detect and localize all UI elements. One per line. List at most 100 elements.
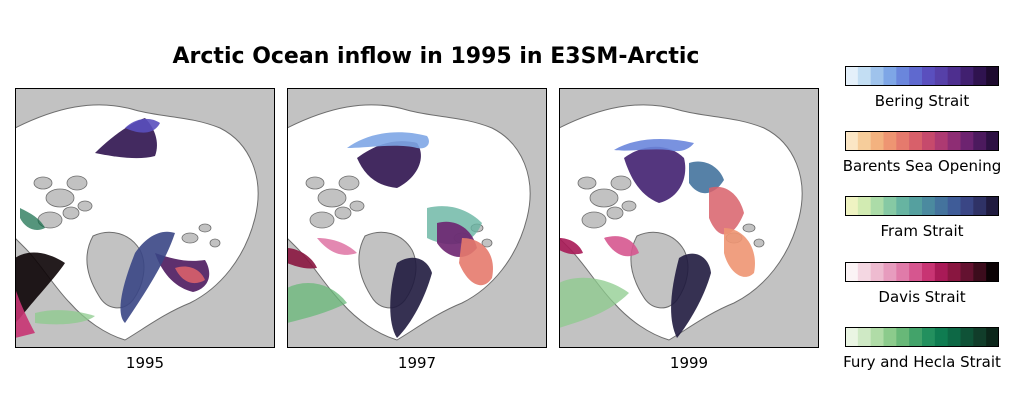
panel-frame	[15, 88, 275, 348]
archipelago-island	[606, 206, 624, 220]
inflow-patch	[15, 252, 65, 323]
colorbar-label-davis-strait: Davis Strait	[878, 288, 966, 306]
colorbar-swatch	[947, 262, 962, 282]
archipelago-island	[581, 211, 607, 229]
inflow-patch	[559, 277, 629, 328]
colorbar-swatch	[922, 131, 936, 151]
arctic-island	[198, 223, 212, 233]
colorbar-swatch	[909, 262, 923, 282]
colorbar-swatch	[896, 262, 910, 282]
inflow-patch	[689, 161, 724, 194]
colorbar-swatch	[986, 262, 999, 282]
map-panel-1999	[559, 88, 819, 348]
colorbar-swatch	[870, 196, 885, 216]
colorbar-swatch	[934, 196, 949, 216]
colorbar-swatch	[857, 196, 872, 216]
archipelago-island	[45, 188, 75, 208]
inflow-patch	[624, 146, 686, 203]
archipelago-island	[610, 175, 632, 191]
colorbar-label-fury-and-hecla-strait: Fury and Hecla Strait	[843, 353, 1001, 371]
colorbar-swatch	[870, 66, 885, 86]
inflow-patch	[724, 228, 755, 277]
inflow-patch	[559, 238, 583, 255]
colorbar-swatch	[960, 131, 974, 151]
colorbar-swatch	[960, 196, 974, 216]
archipelago-island	[62, 206, 80, 220]
archipelago-island	[589, 188, 619, 208]
arctic-island	[742, 223, 756, 233]
arctic-island	[181, 232, 199, 244]
colorbar-swatch	[986, 66, 999, 86]
arctic-island	[481, 238, 493, 248]
colorbar-swatch	[883, 327, 897, 347]
archipelago-island	[305, 176, 325, 190]
inflow-patch	[671, 253, 711, 338]
colorbar-swatch	[845, 131, 859, 151]
colorbar-swatch	[909, 196, 923, 216]
chart-title: Arctic Ocean inflow in 1995 in E3SM-Arct…	[172, 44, 700, 69]
inflow-patch	[614, 138, 694, 152]
inflow-patch	[317, 238, 357, 255]
archipelago-island	[577, 176, 597, 190]
inflow-patch	[175, 266, 205, 284]
panel-frame	[287, 88, 547, 348]
inflow-patch	[125, 118, 160, 133]
colorbar-barents-sea-opening	[845, 131, 999, 151]
colorbar-swatch	[870, 327, 885, 347]
colorbar-swatch	[973, 66, 987, 86]
colorbar-swatch	[960, 327, 974, 347]
inflow-patch	[20, 208, 45, 230]
colorbar-frame	[845, 66, 999, 86]
colorbar-frame	[845, 196, 999, 216]
colorbar-swatch	[973, 262, 987, 282]
colorbar-fram-strait	[845, 196, 999, 216]
colorbar-swatch	[973, 327, 987, 347]
colorbar-swatch	[870, 262, 885, 282]
colorbar-swatch	[909, 327, 923, 347]
panel-label-1999: 1999	[669, 354, 709, 372]
arctic-island	[753, 238, 765, 248]
colorbar-bering-strait	[845, 66, 999, 86]
archipelago-island	[334, 206, 352, 220]
archipelago-island	[77, 200, 93, 212]
colorbar-swatch	[883, 262, 897, 282]
colorbar-swatch	[857, 66, 872, 86]
colorbar-swatch	[896, 196, 910, 216]
colorbar-swatch	[986, 131, 999, 151]
colorbar-label-fram-strait: Fram Strait	[880, 222, 964, 240]
inflow-patch	[287, 283, 347, 323]
colorbar-swatch	[947, 196, 962, 216]
colorbar-swatch	[947, 131, 962, 151]
colorbar-swatch	[947, 327, 962, 347]
colorbar-swatch	[909, 66, 923, 86]
colorbar-fury-and-hecla-strait	[845, 327, 999, 347]
colorbar-swatch	[857, 262, 872, 282]
colorbar-swatch	[909, 131, 923, 151]
map-panel-1997	[287, 88, 547, 348]
colorbar-swatch	[896, 131, 910, 151]
colorbar-frame	[845, 262, 999, 282]
colorbar-swatch	[934, 131, 949, 151]
map-panel-1995	[15, 88, 275, 348]
panel-frame	[559, 88, 819, 348]
arctic-island	[209, 238, 221, 248]
colorbar-davis-strait	[845, 262, 999, 282]
colorbar-swatch	[922, 327, 936, 347]
colorbar-swatch	[922, 66, 936, 86]
ocean-basin	[559, 104, 803, 341]
inflow-patch	[347, 132, 429, 149]
colorbar-swatch	[896, 66, 910, 86]
colorbar-swatch	[857, 131, 872, 151]
archipelago-island	[621, 200, 637, 212]
inflow-patch	[709, 186, 744, 235]
inflow-patch	[459, 238, 493, 286]
archipelago-island	[317, 188, 347, 208]
colorbar-swatch	[883, 131, 897, 151]
colorbar-swatch	[922, 262, 936, 282]
colorbar-frame	[845, 327, 999, 347]
colorbar-swatch	[922, 196, 936, 216]
colorbar-swatch	[845, 66, 859, 86]
inflow-patch	[390, 257, 432, 338]
colorbar-swatch	[934, 262, 949, 282]
inflow-patch	[15, 288, 35, 338]
